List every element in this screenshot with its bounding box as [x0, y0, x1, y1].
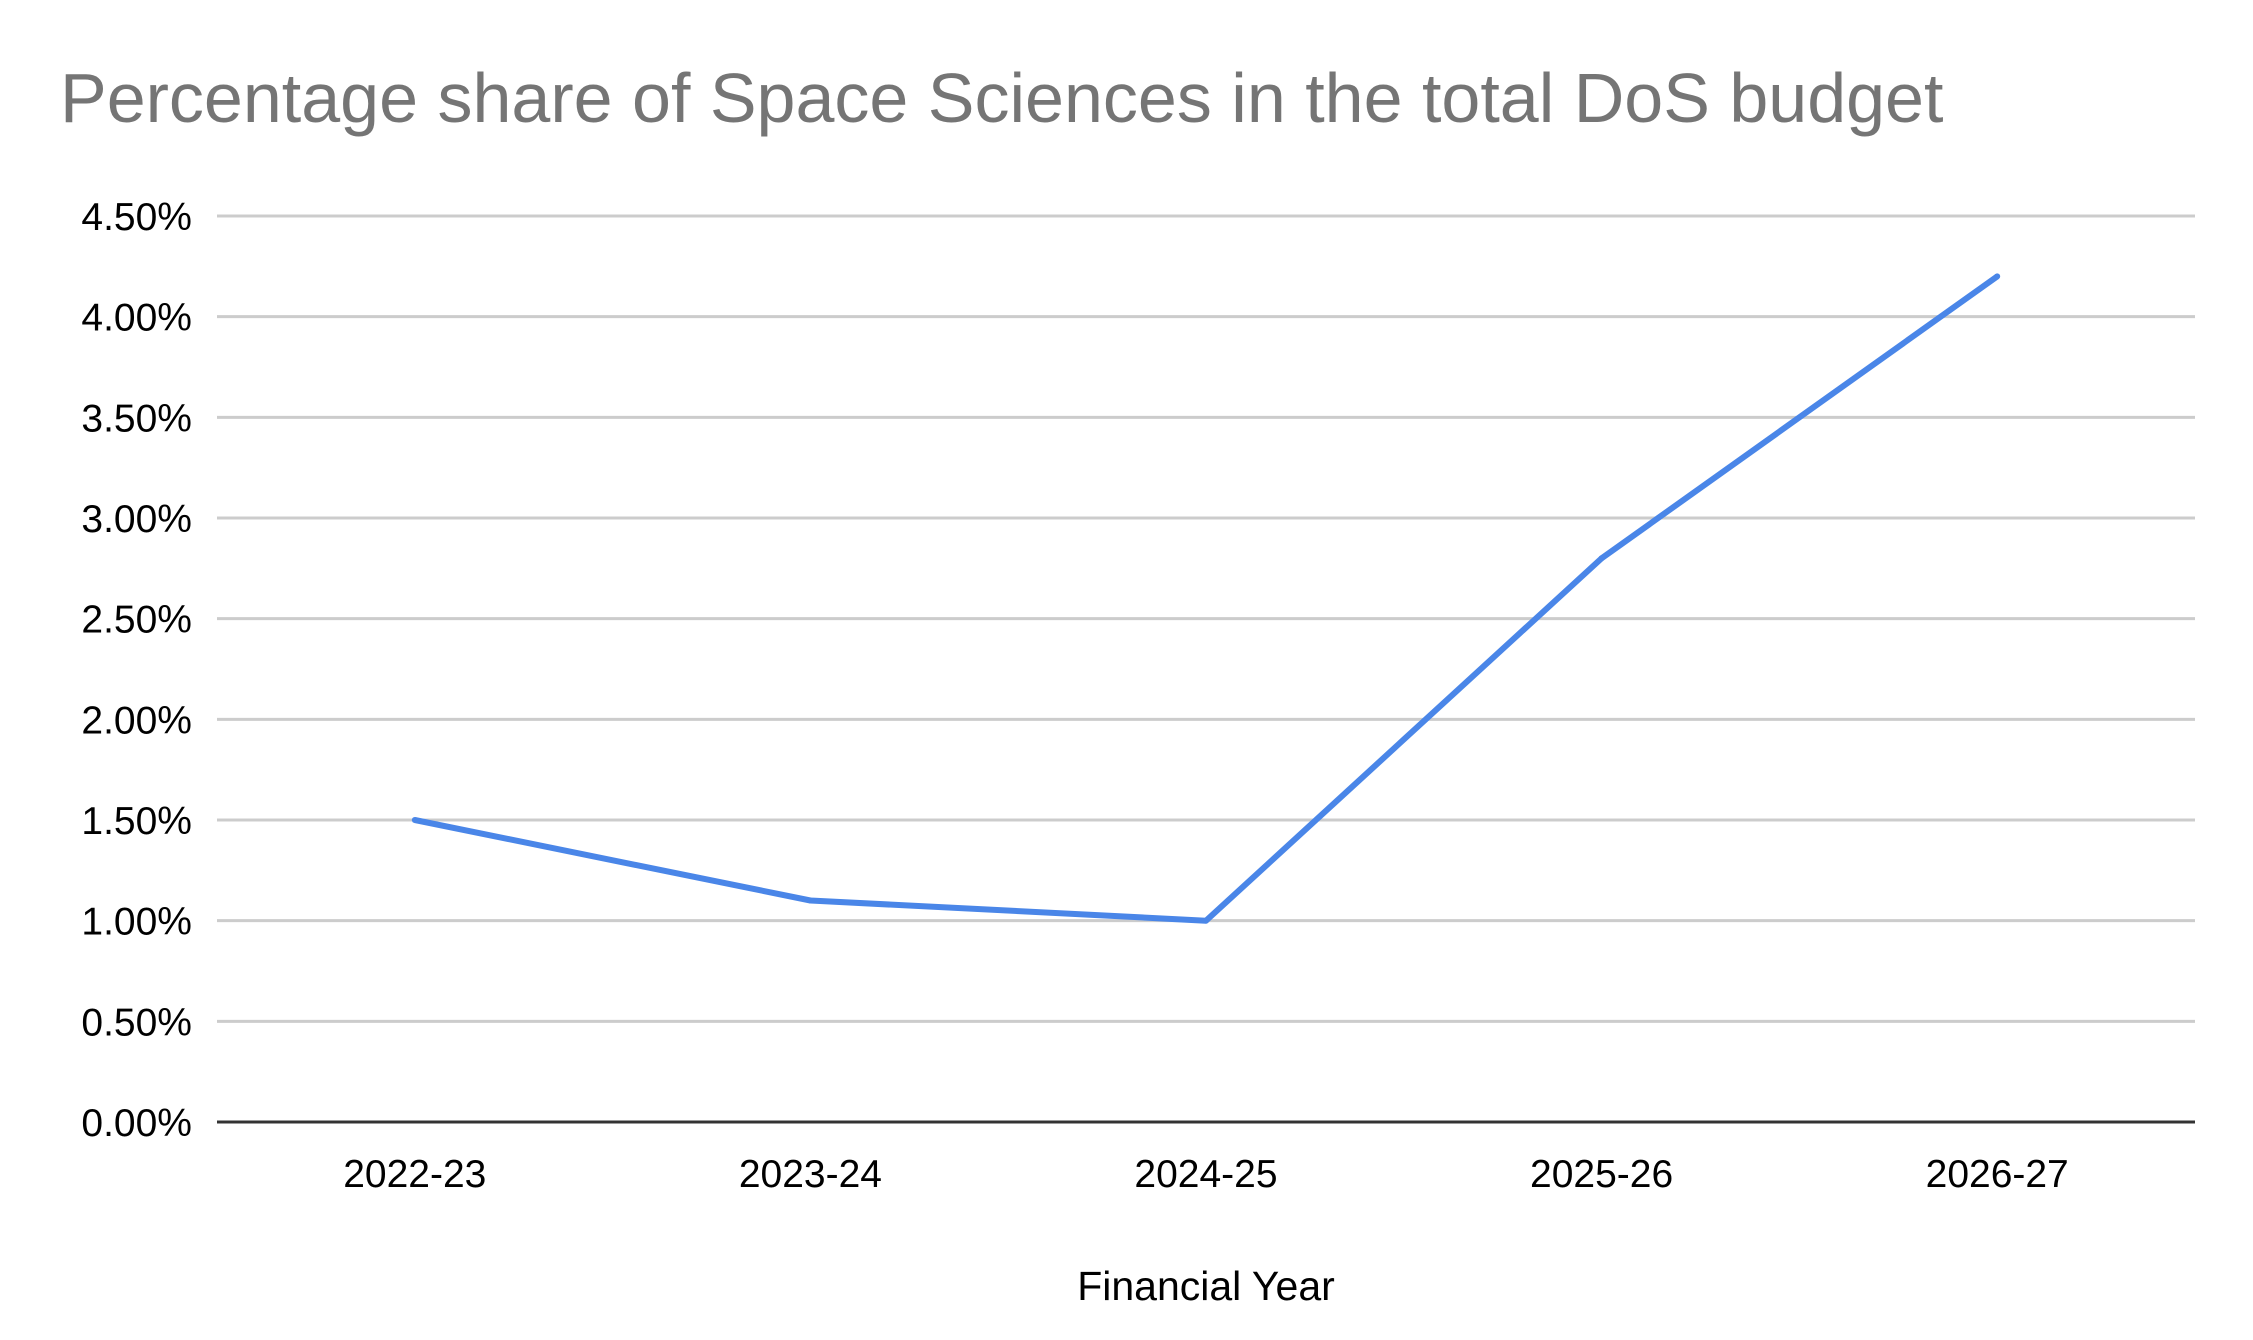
y-tick-label: 4.50%	[81, 196, 192, 239]
x-tick-label: 2023-24	[739, 1153, 882, 1196]
y-axis-tick-labels: 0.00% 0.50% 1.00% 1.50% 2.00% 2.50% 3.00% 3.50%…	[81, 196, 192, 1145]
y-tick-label: 0.50%	[81, 1001, 192, 1044]
x-tick-label: 2025-26	[1530, 1153, 1673, 1196]
y-tick-label: 2.00%	[81, 699, 192, 742]
data-point	[411, 817, 418, 823]
y-tick-label: 2.50%	[81, 599, 192, 642]
x-axis-title: Financial Year	[1077, 1263, 1335, 1309]
y-tick-label: 1.50%	[81, 800, 192, 843]
y-tick-label: 4.00%	[81, 297, 192, 340]
data-point	[1994, 273, 2001, 280]
x-tick-label: 2022-23	[343, 1153, 486, 1196]
y-tick-label: 0.00%	[81, 1102, 192, 1145]
series-layer	[411, 273, 2001, 924]
data-point	[1598, 555, 1605, 562]
x-tick-label: 2024-25	[1134, 1153, 1277, 1196]
gridlines	[217, 214, 2195, 1124]
y-tick-label: 3.00%	[81, 498, 192, 541]
data-point	[807, 897, 814, 904]
data-point	[1203, 917, 1209, 924]
y-tick-label: 3.50%	[81, 397, 192, 440]
x-axis-tick-labels: 2022-23 2023-24 2024-25 2025-26 2026-27	[343, 1153, 2069, 1196]
series-line	[414, 273, 1999, 924]
y-tick-label: 1.00%	[81, 901, 192, 944]
chart-title: Percentage share of Space Sciences in th…	[60, 59, 1943, 137]
x-tick-label: 2026-27	[1926, 1153, 2069, 1196]
